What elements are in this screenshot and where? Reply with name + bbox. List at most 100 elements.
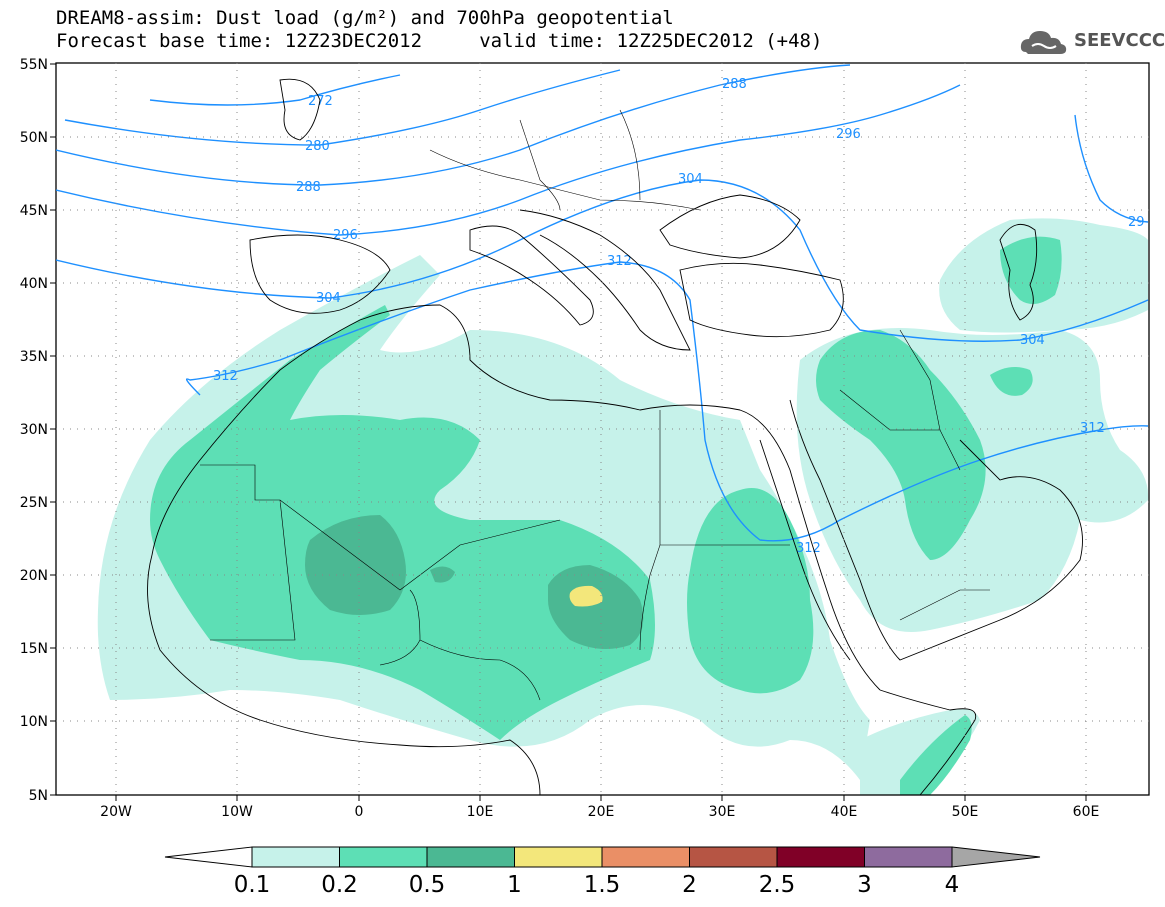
lat-label: 40N — [20, 276, 48, 292]
lat-label: 25N — [20, 495, 48, 511]
lat-label: 15N — [20, 641, 48, 657]
colorbar-bin-0.2 — [339, 846, 428, 868]
lat-label: 35N — [20, 349, 48, 365]
lat-label: 5N — [29, 788, 48, 804]
contour-label-272: 272 — [308, 94, 333, 109]
dust-1-chad — [569, 585, 603, 607]
border-europe-3 — [619, 109, 641, 201]
map-title-line2: Forecast base time: 12Z23DEC2012 valid t… — [56, 30, 823, 52]
lat-label: 20N — [20, 568, 48, 584]
coast-caspian — [999, 223, 1038, 321]
coast-west-africa — [147, 554, 541, 795]
dust-0.2-west — [150, 305, 655, 740]
coast-horn-africa — [879, 689, 977, 795]
lon-label: 20W — [100, 804, 132, 820]
dust-0.2-caspian — [1000, 236, 1062, 304]
contour-label-296-east: 296 — [836, 127, 861, 142]
lon-label: 0 — [355, 804, 364, 820]
coast-black-sea — [659, 194, 801, 259]
colorbar-bin-1 — [514, 846, 603, 868]
contour-label-304-east: 304 — [1020, 333, 1045, 348]
seevccc-logo: SEEVCCC — [1018, 24, 1165, 60]
geopotential-contours — [56, 64, 1149, 542]
lat-label: 50N — [20, 130, 48, 146]
lon-label: 60E — [1073, 804, 1100, 820]
colorbar-label: 0.2 — [321, 872, 358, 898]
lat-label: 30N — [20, 422, 48, 438]
colorbar-bin-3 — [864, 846, 953, 868]
contour-296 — [56, 84, 961, 236]
logo-text: SEEVCCC — [1074, 30, 1165, 51]
contour-label-296-west: 296 — [333, 228, 358, 243]
dust-0.2-iraq — [816, 330, 986, 560]
cloud-icon — [1020, 31, 1067, 54]
border-chad-sudan — [639, 574, 651, 651]
colorbar-label: 3 — [857, 872, 872, 898]
colorbar-label: 0.1 — [234, 872, 271, 898]
coast-italy — [469, 225, 594, 326]
lon-label: 10W — [221, 804, 253, 820]
colorbar-over-arrow — [951, 846, 1041, 868]
lon-label: 10E — [467, 804, 494, 820]
coastlines — [147, 78, 1083, 795]
border-europe-1 — [429, 149, 701, 211]
colorbar-bin-2 — [689, 846, 778, 868]
colorbar — [164, 846, 1041, 868]
colorbar-label: 0.5 — [409, 872, 446, 898]
lon-label: 40E — [831, 804, 858, 820]
contour-288 — [56, 64, 851, 186]
colorbar-label: 1.5 — [584, 872, 621, 898]
colorbar-bin-2.5 — [776, 846, 865, 868]
colorbar-labels: 0.1 0.2 0.5 1 1.5 2 2.5 3 4 — [234, 872, 960, 898]
lat-label: 45N — [20, 203, 48, 219]
contour-304 — [56, 179, 1149, 342]
contour-label-288-west: 288 — [296, 180, 321, 195]
lon-label: 50E — [952, 804, 979, 820]
contour-272 — [149, 74, 401, 106]
coast-red-sea-west — [759, 439, 851, 661]
map-title-line1: DREAM8-assim: Dust load (g/m²) and 700hP… — [56, 7, 674, 29]
border-sahara-2 — [210, 499, 296, 641]
graticule — [56, 63, 1149, 795]
coast-balkans — [519, 209, 691, 351]
border-saudi — [839, 389, 961, 471]
coast-north-africa — [151, 304, 881, 691]
dust-0.5-mali — [305, 515, 406, 615]
contour-label-304-west: 304 — [316, 291, 341, 306]
colorbar-label: 4 — [945, 872, 960, 898]
border-yemen — [899, 589, 990, 621]
dust-0.5-chad — [548, 565, 644, 649]
axis-ticks — [50, 63, 1087, 801]
longitude-labels: 20W 10W 0 10E 20E 30E 40E 50E 60E — [100, 804, 1099, 820]
coast-british-isles — [279, 78, 321, 141]
colorbar-under-arrow — [164, 846, 253, 868]
lat-label: 55N — [20, 57, 48, 73]
border-sahara-1 — [200, 464, 401, 591]
contour-label-288-east: 288 — [722, 77, 747, 92]
dust-0.2-horn — [900, 715, 972, 795]
border-nigeria — [419, 639, 541, 701]
contour-labels: 272 280 288 296 304 312 288 296 304 312 … — [213, 77, 1145, 556]
coast-iberia — [249, 234, 391, 314]
dust-fields — [97, 218, 1149, 795]
latitude-labels: 55N 50N 45N 40N 35N 30N 25N 20N 15N 10N … — [20, 57, 48, 804]
contour-29-east — [1074, 114, 1149, 223]
contour-label-312-center: 312 — [607, 254, 632, 269]
colorbar-label: 2.5 — [759, 872, 796, 898]
lon-label: 30E — [709, 804, 736, 820]
contour-label-312-red-sea: 312 — [796, 541, 821, 556]
colorbar-bin-0.5 — [426, 846, 515, 868]
lat-label: 10N — [20, 714, 48, 730]
coast-arabia — [789, 399, 1083, 661]
contour-label-29-east: 29 — [1128, 215, 1145, 230]
border-europe-2 — [519, 119, 561, 211]
border-iran-iraq — [899, 329, 941, 431]
colorbar-label: 1 — [507, 872, 522, 898]
colorbar-label: 2 — [682, 872, 697, 898]
dust-0.2-sudan — [687, 488, 814, 694]
contour-label-304-center: 304 — [678, 172, 703, 187]
coast-turkey — [679, 262, 844, 338]
colorbar-bin-1.5 — [601, 846, 690, 868]
border-sahara-3 — [399, 519, 561, 591]
